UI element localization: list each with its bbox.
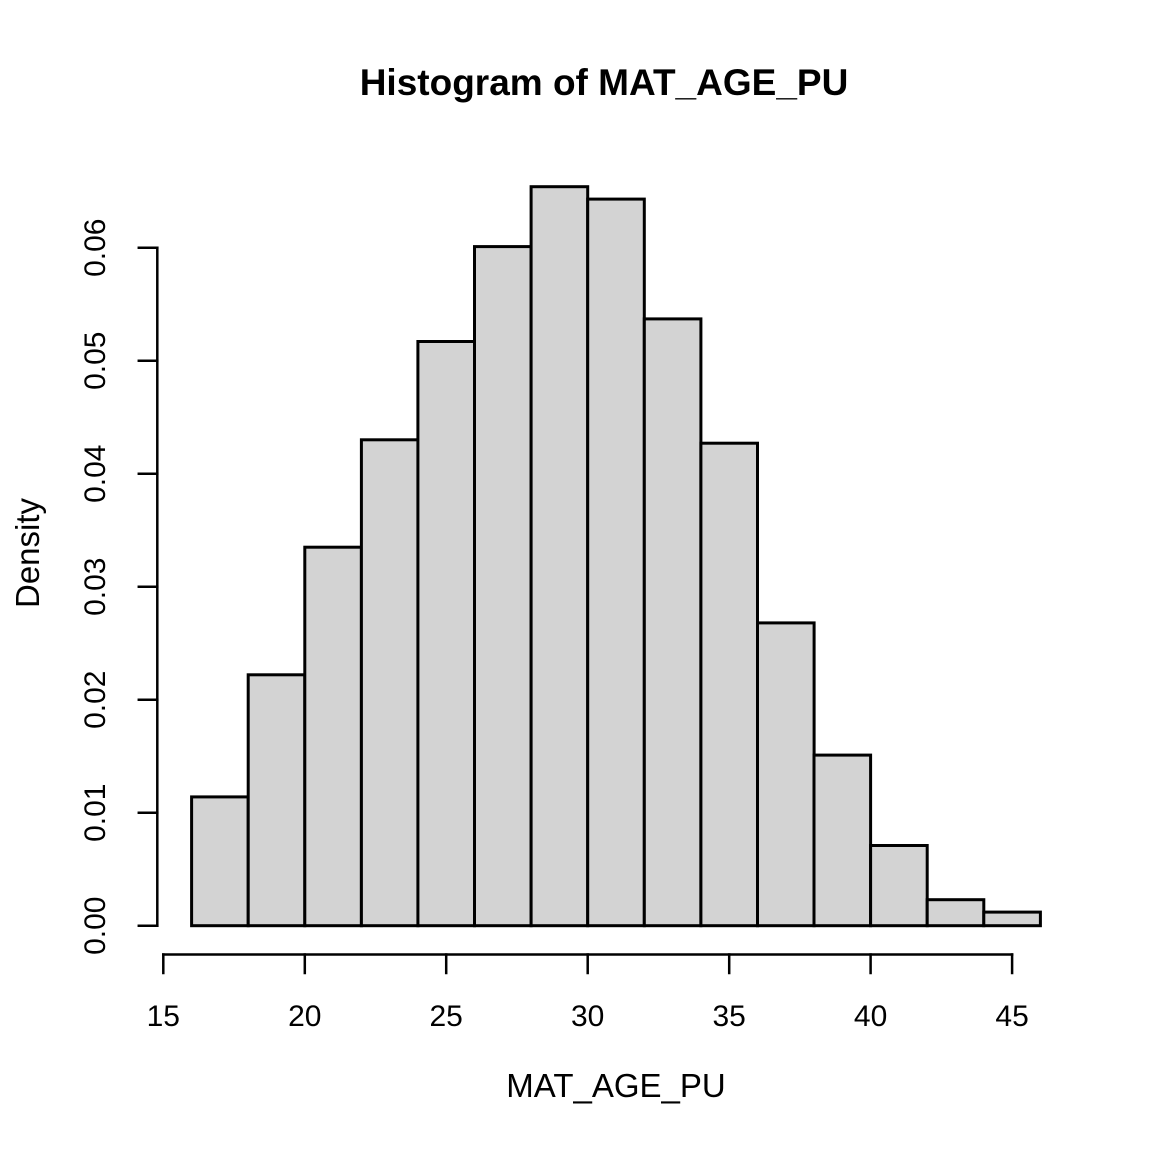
histogram-bar-20-22 (303, 545, 363, 928)
histogram-bar-36-38 (756, 621, 816, 928)
y-tick-label-0.00: 0.00 (79, 897, 112, 955)
chart-title: Histogram of MAT_AGE_PU (360, 62, 849, 103)
histogram-bar-18-20 (246, 673, 307, 928)
y-axis-label: Density (9, 497, 46, 608)
x-tick-label-20: 20 (288, 1000, 321, 1033)
x-tick-label-45: 45 (995, 1000, 1028, 1033)
histogram-bar-24-26 (416, 340, 476, 928)
histogram-bar-30-32 (586, 197, 646, 928)
histogram-bar-16-18 (190, 795, 250, 928)
x-tick-label-15: 15 (147, 1000, 180, 1033)
y-tick-label-0.05: 0.05 (79, 332, 112, 390)
y-tick-label-0.03: 0.03 (79, 558, 112, 616)
histogram-bars (190, 185, 1042, 928)
y-tick-label-0.06: 0.06 (79, 219, 112, 277)
histogram-bar-26-28 (473, 245, 533, 928)
histogram-bar-34-36 (699, 441, 760, 928)
x-tick-label-30: 30 (571, 1000, 604, 1033)
x-axis-label: MAT_AGE_PU (506, 1067, 725, 1104)
x-tick-label-25: 25 (430, 1000, 463, 1033)
histogram-bar-42-44 (925, 898, 986, 928)
histogram-bar-40-42 (869, 844, 929, 928)
histogram-bar-28-30 (529, 185, 590, 928)
x-tick-label-40: 40 (854, 1000, 887, 1033)
histogram-bar-44-46 (982, 910, 1042, 928)
y-tick-label-0.01: 0.01 (79, 784, 112, 842)
histogram-bar-32-34 (642, 317, 703, 928)
y-tick-label-0.04: 0.04 (79, 445, 112, 503)
axes: 15 20 25 30 35 40 45 0.00 0.01 0.02 0.03 0.04 0.05 0.… (79, 219, 1029, 1033)
histogram-bar-38-40 (812, 753, 873, 928)
x-tick-label-35: 35 (713, 1000, 746, 1033)
histogram-bar-22-24 (359, 438, 420, 928)
y-tick-label-0.02: 0.02 (79, 671, 112, 729)
